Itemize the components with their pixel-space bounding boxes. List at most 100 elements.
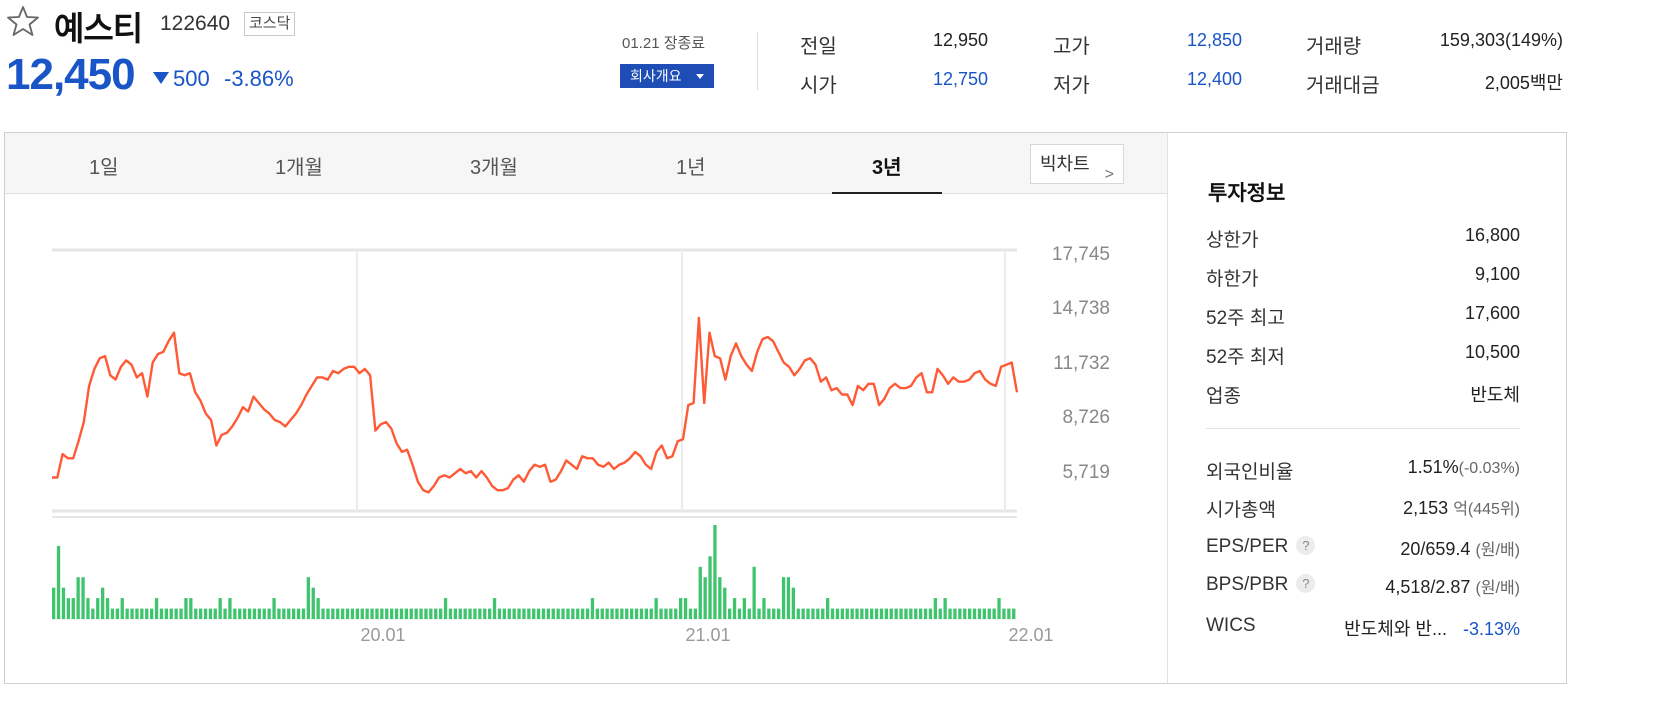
favorite-star-icon[interactable] — [6, 4, 40, 38]
price-chart[interactable]: 17,745 14,738 11,732 8,726 5,719 20.01 21.01 2… — [5, 195, 1167, 684]
big-chart-button[interactable]: 빅차트 > — [1030, 144, 1124, 184]
week52-high-label: 52주 최고 — [1206, 308, 1285, 329]
volume-bar — [184, 598, 188, 619]
volume-bar — [1012, 608, 1016, 619]
volume-bar — [409, 608, 413, 619]
help-icon[interactable]: ? — [1296, 574, 1316, 593]
volume-bar — [380, 608, 384, 619]
trade-value: 2,005백만 — [1484, 73, 1563, 93]
volume-bar — [610, 608, 614, 619]
volume-bar — [860, 608, 864, 619]
volume-bar — [556, 608, 560, 619]
volume-bar — [252, 608, 257, 619]
volume-bar — [992, 608, 996, 619]
eps-per-value: 20/659.4 — [1400, 539, 1471, 559]
bps-pbr-label: BPS/PBR — [1206, 574, 1289, 595]
volume-bar — [571, 608, 575, 619]
volume-bar — [762, 598, 766, 619]
stock-name: 예스티 — [54, 10, 143, 47]
volume-bar — [52, 587, 56, 619]
divider — [1206, 428, 1520, 429]
volume-bar — [267, 608, 271, 619]
volume-bar — [1002, 608, 1006, 619]
foreign-ratio-label: 외국인비율 — [1206, 462, 1294, 483]
volume-bar — [595, 608, 599, 619]
volume-bar — [375, 608, 379, 619]
volume-bar — [434, 608, 438, 619]
volume-bar — [972, 608, 977, 619]
tab-3-year[interactable]: 3년 — [872, 157, 902, 179]
volume-bar — [928, 608, 933, 619]
tab-3-month[interactable]: 3개월 — [470, 157, 518, 179]
week52-low-row: 52주 최저 10,500 — [1206, 342, 1520, 368]
volume-bar — [649, 608, 653, 619]
volume-bar — [81, 577, 85, 619]
company-overview-label: 회사개요 — [630, 68, 682, 84]
volume-bar — [306, 577, 310, 619]
volume-bar — [159, 608, 164, 619]
volume-bar — [292, 608, 296, 619]
y-tick-label: 17,745 — [1052, 244, 1110, 265]
y-tick-label: 14,738 — [1052, 298, 1110, 319]
volume-bar — [821, 608, 825, 619]
volume-bar — [199, 608, 203, 619]
price-change: 500 — [173, 66, 210, 91]
week52-high-value: 17,600 — [1464, 303, 1520, 323]
volume-bar — [390, 608, 394, 619]
volume-bar — [287, 608, 291, 619]
market-cap-row: 시가총액 2,153 억(445위) — [1206, 495, 1520, 521]
volume-bar — [208, 608, 213, 619]
volume-bar — [914, 608, 918, 619]
volume-bar — [115, 608, 119, 619]
volume-bar — [424, 608, 428, 619]
big-chart-label: 빅차트 — [1040, 154, 1090, 174]
help-icon[interactable]: ? — [1296, 536, 1316, 555]
volume-bar — [669, 608, 673, 619]
foreign-ratio-row: 외국인비율 1.51%(-0.03%) — [1206, 457, 1520, 483]
volume-bar — [811, 608, 815, 619]
volume-value: 159,303(149%) — [1439, 30, 1563, 50]
volume-bar — [747, 608, 751, 619]
volume-bar — [600, 608, 604, 619]
volume-bar — [350, 608, 355, 619]
volume-bar — [429, 608, 433, 619]
volume-bar — [194, 608, 198, 619]
volume-bar — [968, 608, 972, 619]
volume-bar — [732, 598, 737, 619]
industry-value: 반도체 — [1470, 385, 1520, 405]
industry-label: 업종 — [1206, 386, 1241, 407]
volume-bar — [772, 608, 776, 619]
week52-low-label: 52주 최저 — [1206, 347, 1285, 368]
volume-bar — [130, 608, 134, 619]
upper-limit-row: 상한가 16,800 — [1206, 225, 1520, 251]
volume-bar — [497, 608, 502, 619]
volume-bar — [238, 608, 242, 619]
bps-pbr-unit: (원/배) — [1475, 580, 1520, 597]
volume-bar — [507, 608, 511, 619]
volume-bar — [105, 598, 110, 619]
volume-bar — [404, 608, 408, 619]
tab-1-day[interactable]: 1일 — [89, 157, 119, 179]
volume-bar — [394, 608, 399, 619]
prev-close-value: 12,950 — [932, 30, 988, 50]
volume-bar — [581, 608, 585, 619]
caret-down-icon — [696, 74, 704, 79]
volume-bar — [439, 608, 443, 619]
trade-value-label: 거래대금 — [1306, 75, 1380, 97]
volume-bar — [708, 556, 712, 619]
wics-row: WICS 반도체와 반... -3.13% — [1206, 615, 1520, 641]
volume-bar — [478, 608, 482, 619]
volume-bar — [76, 577, 80, 619]
wics-value[interactable]: 반도체와 반... — [1344, 619, 1447, 639]
volume-bar — [796, 608, 800, 619]
volume-bar — [448, 608, 453, 619]
divider — [757, 32, 758, 90]
volume-bar — [889, 608, 893, 619]
tab-1-year[interactable]: 1년 — [676, 157, 706, 179]
volume-bar — [546, 608, 550, 619]
volume-bar — [532, 608, 536, 619]
company-overview-button[interactable]: 회사개요 — [620, 64, 714, 88]
tab-1-month[interactable]: 1개월 — [275, 157, 323, 179]
volume-bar — [816, 608, 820, 619]
eps-per-unit: (원/배) — [1475, 542, 1520, 559]
